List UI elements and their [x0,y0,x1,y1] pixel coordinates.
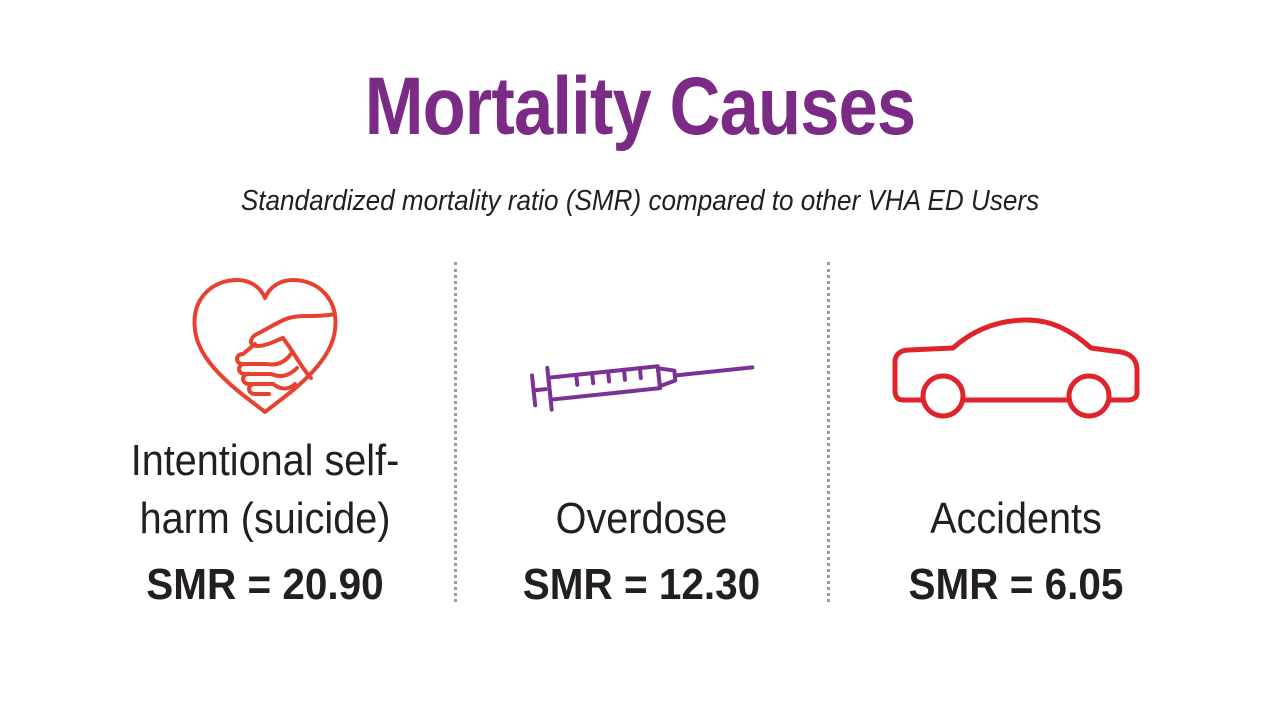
cause-label: Overdose [555,494,728,543]
page-title: Mortality Causes [364,61,916,152]
car-icon [831,312,1201,422]
column-divider-1 [454,262,457,602]
heart-handshake-icon [80,274,450,424]
column-divider-2 [827,262,830,602]
cause-label: Accidents [930,494,1102,543]
smr-value: SMR = 12.30 [522,560,761,609]
cause-overdose: Overdose SMR = 12.30 [458,262,825,622]
smr-value: SMR = 20.90 [146,560,384,609]
cause-label-line2: harm (suicide) [139,494,391,543]
cause-suicide: Intentional self- harm (suicide) SMR = 2… [80,262,450,622]
page-subtitle: Standardized mortality ratio (SMR) compa… [240,185,1040,217]
cause-label-line1: Intentional self- [130,436,400,485]
syringe-icon [458,344,825,414]
smr-value: SMR = 6.05 [908,560,1124,609]
cause-accidents: Accidents SMR = 6.05 [831,262,1201,622]
